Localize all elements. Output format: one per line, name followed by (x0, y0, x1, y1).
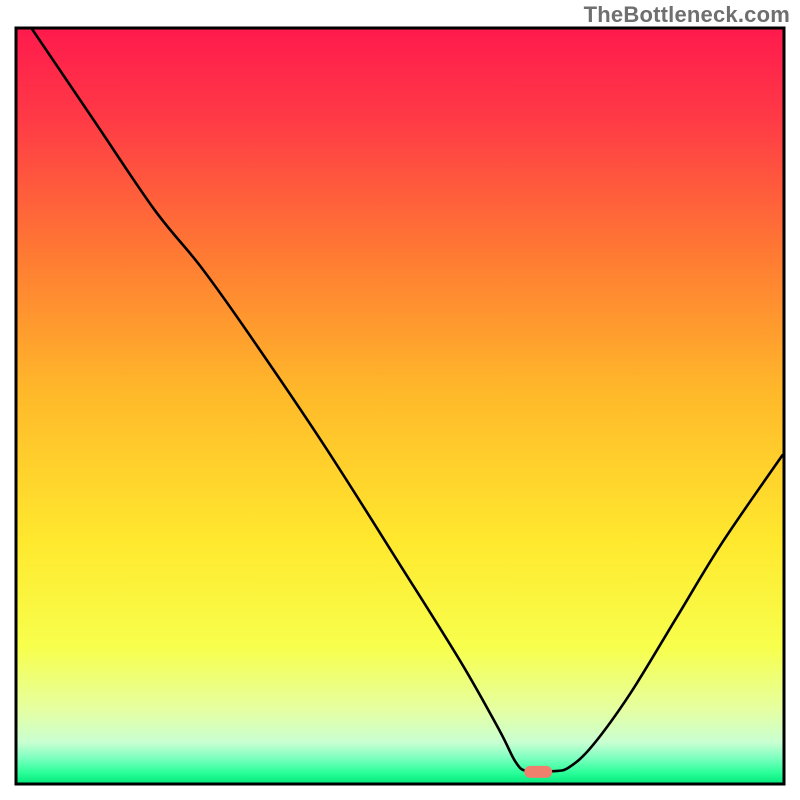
gradient-rect (16, 28, 784, 784)
chart-svg (0, 0, 800, 800)
marker-pill (524, 766, 552, 778)
plot-area (16, 28, 784, 784)
bottleneck-chart: TheBottleneck.com (0, 0, 800, 800)
